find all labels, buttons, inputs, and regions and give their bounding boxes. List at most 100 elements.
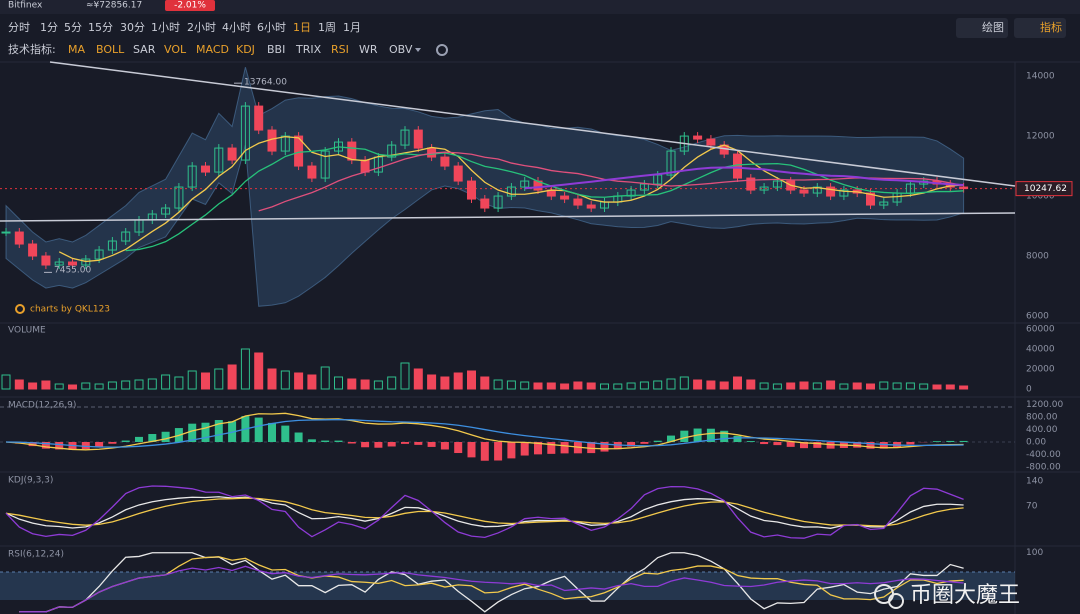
candle — [54, 261, 64, 266]
volume-bar — [294, 372, 304, 390]
kdj-title: KDJ(9,3,3) — [8, 476, 53, 486]
volume-bar — [573, 381, 583, 390]
timeframe[interactable]: 1月 — [343, 21, 361, 34]
kdj-d — [5, 497, 964, 527]
macd-hist — [427, 442, 436, 447]
indicator[interactable]: VOL — [164, 43, 187, 56]
candle — [360, 159, 370, 173]
macd-hist — [653, 440, 662, 442]
candle — [94, 249, 104, 260]
macd-hist — [454, 442, 463, 454]
volume-bar — [267, 368, 277, 390]
ma40-line — [524, 166, 964, 190]
volume-bar — [121, 380, 131, 390]
indicator[interactable]: KDJ — [236, 43, 255, 56]
macd-hist — [334, 440, 343, 442]
volume-bar — [467, 370, 476, 390]
candle — [440, 156, 450, 167]
volume-bar — [28, 382, 38, 390]
macd-hist — [95, 442, 104, 447]
macd-hist — [321, 440, 330, 442]
timeframe[interactable]: 1小时 — [151, 21, 180, 34]
candle — [14, 231, 24, 245]
candle — [826, 186, 836, 197]
rsi24 — [19, 565, 964, 613]
y-tick-label: 70 — [1026, 502, 1038, 512]
credit: charts by QKL123 — [30, 305, 110, 315]
macd-hist — [560, 442, 569, 454]
macd-hist — [946, 440, 955, 442]
macd-hist — [281, 425, 290, 442]
candle — [41, 255, 51, 266]
volume-bar — [613, 383, 623, 390]
candle — [334, 141, 343, 152]
macd-hist — [720, 430, 729, 442]
y-tick-label: 400.00 — [1026, 425, 1058, 435]
timeframe[interactable]: 2小时 — [187, 21, 216, 34]
macd-hist — [414, 442, 423, 445]
candle — [387, 144, 397, 158]
volume-bar — [839, 383, 849, 390]
indicator[interactable]: SAR — [133, 43, 156, 56]
macd-dif — [5, 412, 964, 451]
macd-hist — [959, 440, 968, 442]
candle — [706, 138, 716, 146]
volume-bar — [892, 382, 902, 390]
candle — [693, 135, 703, 140]
volume-bar — [879, 381, 889, 390]
indicator[interactable]: WR — [359, 43, 378, 56]
indicator[interactable]: RSI — [331, 43, 349, 56]
timeframe[interactable]: 分时 — [8, 21, 30, 34]
timeframe[interactable]: 1日 — [293, 21, 311, 34]
timeframe[interactable]: 6小时 — [257, 21, 286, 34]
settings-icon[interactable] — [436, 44, 448, 56]
indicator[interactable]: MACD — [196, 43, 229, 56]
rsi12 — [19, 556, 964, 613]
volume-bar — [187, 370, 197, 390]
timeframes: 分时 1分 5分 15分 30分 1小时 2小时 4小时 6小时 1日 1周 1月 — [8, 21, 361, 34]
candle — [347, 141, 357, 161]
indicator[interactable]: OBV — [389, 43, 413, 56]
y-tick-label: 40000 — [1026, 345, 1055, 355]
macd-hist — [135, 436, 143, 442]
draw-label[interactable]: 绘图 — [982, 20, 1004, 34]
candle — [666, 150, 676, 176]
volume-bar — [68, 384, 77, 390]
timeframe[interactable]: 15分 — [88, 21, 113, 34]
indicator-button[interactable] — [1014, 18, 1066, 38]
exchange: Bitfinex — [8, 1, 43, 11]
volume-bar — [520, 381, 530, 390]
y-tick-label: 140 — [1026, 477, 1043, 487]
timeframe[interactable]: 5分 — [64, 21, 82, 34]
timeframe[interactable]: 1分 — [40, 21, 58, 34]
candle — [254, 105, 264, 131]
timeframe[interactable]: 1周 — [318, 21, 336, 34]
volume-bar — [360, 379, 370, 390]
dropdown-arrow — [415, 48, 421, 52]
indicator[interactable]: MA — [68, 43, 85, 56]
volume-bar — [41, 380, 51, 390]
volume-bar — [373, 380, 383, 390]
macd-hist — [786, 442, 795, 447]
candle — [307, 165, 317, 179]
timeframe[interactable]: 30分 — [120, 21, 145, 34]
volume-bar — [666, 378, 676, 390]
indicator[interactable]: BOLL — [96, 43, 125, 56]
volume-bar — [533, 382, 543, 390]
header-bar — [0, 0, 1080, 14]
volume-bar — [334, 376, 343, 390]
candle — [240, 105, 250, 161]
macd-hist — [879, 442, 888, 449]
indicator[interactable]: BBI — [267, 43, 285, 56]
macd-hist — [933, 441, 941, 442]
y-tick-label: 6000 — [1026, 312, 1049, 322]
macd-hist — [108, 442, 117, 444]
macd-hist — [41, 442, 50, 449]
draw-button[interactable] — [956, 18, 1008, 38]
indicator-label[interactable]: 指标 — [1040, 20, 1062, 34]
volume-bar — [453, 372, 463, 390]
timeframe[interactable]: 4小时 — [222, 21, 251, 34]
indicator[interactable]: TRIX — [295, 43, 322, 56]
candle — [28, 243, 38, 257]
